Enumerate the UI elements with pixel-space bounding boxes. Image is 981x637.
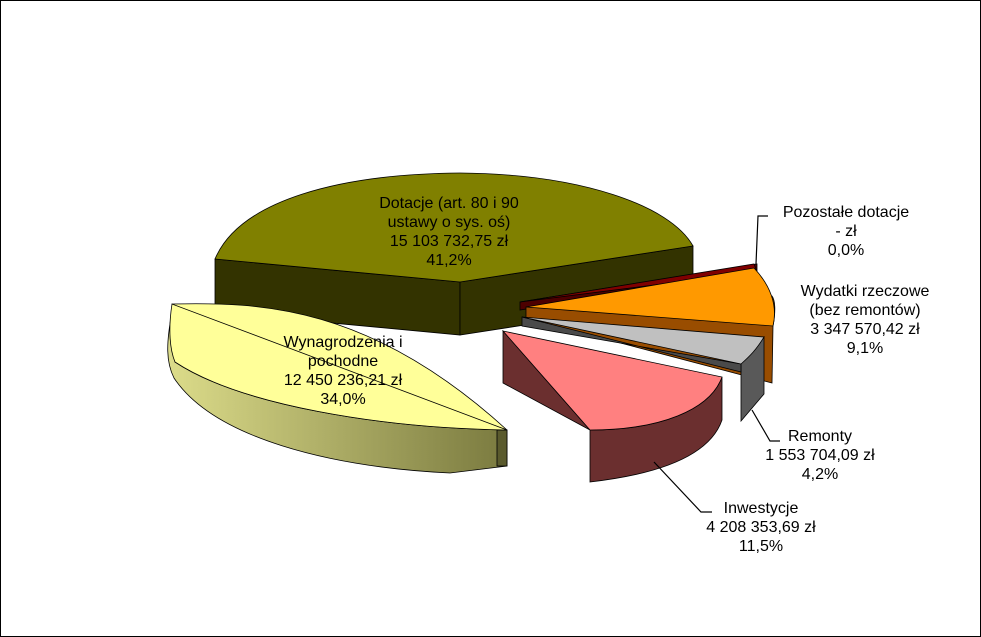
pie-slice-top-dotacje (214, 172, 694, 283)
data-label-pozostale-line: 0,0% (828, 242, 864, 259)
data-label-inwestycje-line: 11,5% (739, 538, 783, 555)
data-label-inwestycje-line: 4 208 353,69 zł (706, 519, 816, 536)
pie-slice-side-wynagrodzenia-edge (496, 429, 508, 467)
data-label-wydatki-line: (bez remontów) (809, 302, 920, 319)
data-label-pozostale-line: - zł (835, 223, 857, 240)
data-label-inwestycje: Inwestycje 4 208 353,69 zł 11,5% (706, 500, 816, 555)
data-label-wynagrodzenia-line: 34,0% (320, 391, 365, 408)
data-label-wydatki-line: Wydatki rzeczowe (801, 283, 930, 300)
data-label-dotacje-line: Dotacje (art. 80 i 90 (379, 195, 519, 212)
pie-slice-top-inwestycje (501, 330, 723, 431)
leader-line-remonty (751, 409, 780, 442)
data-label-dotacje-line: 41,2% (426, 252, 471, 269)
data-label-remonty: Remonty 1 553 704,09 zł 4,2% (765, 428, 875, 483)
data-label-wynagrodzenia-line: 12 450 236,21 zł (284, 372, 403, 389)
pie-slice-top-wydatki (525, 267, 775, 327)
data-label-dotacje-line: 15 103 732,75 zł (390, 233, 509, 250)
data-label-remonty-line: 4,2% (802, 466, 838, 483)
pie-slice-top-pozostale (519, 263, 758, 303)
leader-line-pozostale (755, 215, 768, 265)
data-label-pozostale-line: Pozostałe dotacje (783, 204, 909, 221)
data-label-dotacje: Dotacje (art. 80 i 90 ustawy o sys. oś) 15… (379, 195, 519, 269)
data-label-wydatki: Wydatki rzeczowe (bez remontów) 3 347 570,… (801, 283, 930, 357)
pie-slice-top-wynagrodzenia-rim (169, 303, 508, 431)
data-label-wynagrodzenia: Wynagrodzenia i pochodne 12 450 236,21 zł 3… (283, 334, 402, 408)
data-label-dotacje-line: ustawy o sys. oś) (388, 214, 511, 231)
data-label-wynagrodzenia-line: Wynagrodzenia i (283, 334, 402, 351)
pie-slice-top-remonty (521, 316, 765, 365)
data-label-inwestycje-line: Inwestycje (724, 500, 799, 517)
data-label-remonty-line: 1 553 704,09 zł (765, 447, 875, 464)
data-label-remonty-line: Remonty (788, 428, 852, 445)
data-label-wynagrodzenia-line: pochodne (308, 353, 378, 370)
data-label-wydatki-line: 3 347 570,42 zł (810, 321, 920, 338)
data-label-wydatki-line: 9,1% (847, 340, 883, 357)
leader-line-inwestycje (653, 461, 712, 513)
data-label-pozostale: Pozostałe dotacje - zł 0,0% (783, 204, 909, 259)
